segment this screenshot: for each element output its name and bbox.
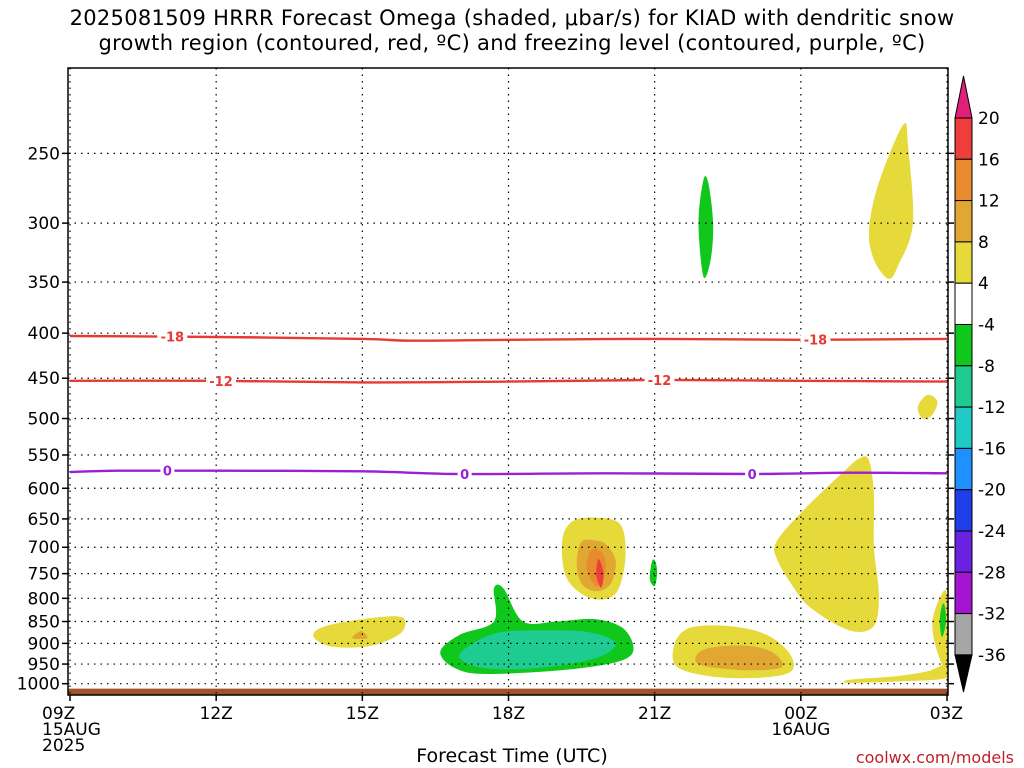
colorbar-swatch-4 (954, 282, 973, 326)
x-axis-label: Forecast Time (UTC) (416, 745, 608, 767)
contour-label-bg-0-1 (457, 465, 472, 482)
colorbar-label-10: -24 (978, 522, 1006, 542)
contour--18 (69, 334, 948, 342)
colorbar-swatch-3 (954, 241, 973, 284)
colorbar-label-13: -36 (978, 646, 1006, 666)
y-tick-label-700: 700 (28, 538, 60, 558)
omega-region-16 (698, 175, 714, 279)
x-tick-label-0-0: 09Z (42, 704, 75, 724)
colorbar-swatch-0 (954, 117, 973, 160)
colorbar-swatch-11 (954, 571, 973, 615)
y-tick-label-800: 800 (28, 589, 60, 609)
x-tick-label-18-0: 03Z (930, 704, 963, 724)
chart-title: 2025081509 HRRR Forecast Omega (shaded, … (0, 6, 1024, 56)
colorbar-label-6: -8 (978, 357, 995, 377)
y-tick-label-400: 400 (28, 324, 60, 344)
contour-label-bg--12-0 (206, 372, 237, 389)
x-tick-label-6-0: 15Z (346, 704, 379, 724)
y-axis-ticks: 2503003504004505005506006507007508008509… (17, 144, 954, 695)
colorbar-swatch-7 (954, 406, 973, 449)
contour-label-0-0: 0 (163, 465, 172, 480)
omega-region-0 (868, 123, 914, 279)
omega-region-10 (352, 630, 368, 640)
y-tick-label-250: 250 (28, 144, 60, 164)
y-tick-label-350: 350 (28, 273, 60, 293)
x-tick-label-15-0: 00Z (784, 704, 817, 724)
omega-region-4 (843, 664, 948, 683)
omega-region-2 (773, 456, 879, 632)
y-tick-label-600: 600 (28, 479, 60, 499)
colorbar-label-0: 20 (978, 109, 1000, 129)
y-tick-label-1000: 1000 (17, 675, 60, 695)
y-tick-label-850: 850 (28, 613, 60, 633)
omega-region-3 (932, 589, 948, 669)
colorbar: 20 16 12 8 4 -4 -8 -12 -16 -20 -24 -28 -32 -36 (954, 75, 1006, 693)
colorbar-label-11: -28 (978, 563, 1006, 583)
colorbar-bottom-arrow (954, 654, 973, 693)
colorbar-label-9: -20 (978, 481, 1006, 501)
contour-label--18-0: -18 (161, 331, 185, 346)
contour-label-bg--18-1 (800, 331, 831, 348)
colorbar-label-2: 12 (978, 192, 1000, 212)
omega-region-12 (695, 645, 783, 671)
colorbar-label-3: 8 (978, 233, 989, 253)
y-tick-label-750: 750 (28, 565, 60, 585)
colorbar-swatch-2 (954, 200, 973, 243)
contour-label-bg-0-2 (745, 465, 760, 482)
contour-label--12-1: -12 (648, 374, 672, 389)
colorbar-swatch-8 (954, 447, 973, 491)
colorbar-swatch-9 (954, 489, 973, 532)
colorbar-label-8: -16 (978, 439, 1006, 459)
ground-layer (68, 688, 948, 695)
x-tick-label-12-0: 21Z (638, 704, 671, 724)
colorbar-label-12: -32 (978, 605, 1006, 625)
y-tick-label-450: 450 (28, 369, 60, 389)
x-tick-label-9-0: 18Z (492, 704, 525, 724)
omega-shading (313, 123, 948, 683)
colorbar-label-4: 4 (978, 274, 989, 294)
y-tick-label-550: 550 (28, 446, 60, 466)
colorbar-label-1: 16 (978, 150, 1000, 170)
y-tick-label-500: 500 (28, 410, 60, 430)
contour-label--18-1: -18 (804, 334, 828, 349)
colorbar-swatch-12 (954, 613, 973, 656)
contour-label-bg--18-0 (157, 328, 188, 345)
contour-label-0-1: 0 (460, 468, 469, 483)
credit-link[interactable]: coolwx.com/models (855, 748, 1014, 767)
y-tick-label-900: 900 (28, 634, 60, 654)
colorbar-label-5: -4 (978, 316, 995, 336)
contour-label--12-0: -12 (209, 375, 233, 390)
x-tick-label-0-1: 15AUG (42, 720, 101, 740)
title-line-2: growth region (contoured, red, ºC) and f… (98, 31, 926, 55)
colorbar-swatch-10 (954, 530, 973, 573)
title-line-1: 2025081509 HRRR Forecast Omega (shaded, … (69, 6, 955, 30)
colorbar-swatch-1 (954, 158, 973, 202)
colorbar-swatch-6 (954, 365, 973, 408)
contour-label-0-2: 0 (748, 468, 757, 483)
x-tick-label-3-0: 12Z (200, 704, 233, 724)
omega-region-8 (596, 559, 604, 588)
colorbar-top-arrow (954, 75, 973, 119)
x-tick-label-0-2: 2025 (42, 736, 85, 756)
y-tick-label-650: 650 (28, 510, 60, 530)
contour-lines: -18 -18 -12 -12 0 0 0 (69, 328, 948, 483)
colorbar-label-7: -12 (978, 398, 1006, 418)
contour-label-bg--12-1 (644, 371, 675, 388)
omega-region-14 (459, 630, 616, 670)
y-tick-label-300: 300 (28, 214, 60, 234)
y-tick-label-950: 950 (28, 655, 60, 675)
x-tick-label-15-1: 16AUG (771, 720, 830, 740)
omega-region-15 (649, 559, 658, 587)
colorbar-swatch-5 (954, 324, 973, 367)
ground-bar (68, 688, 948, 695)
omega-region-1 (917, 394, 938, 419)
omega-region-17 (939, 603, 947, 637)
contour-label-bg-0-0 (160, 462, 175, 479)
